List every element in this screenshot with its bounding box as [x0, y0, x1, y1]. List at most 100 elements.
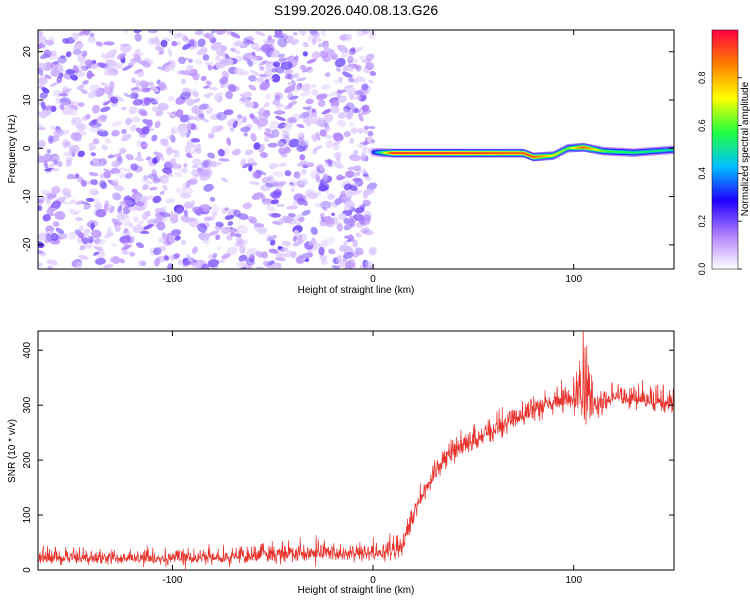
spectrogram-noise-blob — [219, 45, 227, 52]
spectrogram-noise-blob — [97, 249, 105, 259]
spectrogram-noise-blob — [354, 96, 363, 100]
spectrogram-noise-blob — [168, 210, 176, 218]
spectrogram-noise-blob — [265, 61, 274, 65]
spectrogram-noise-blob — [287, 212, 296, 218]
spectrogram-noise-blob — [51, 207, 57, 211]
spectrogram-noise-blob — [197, 169, 210, 177]
spectrogram-noise-blob — [315, 132, 321, 141]
spectrogram-noise-blob — [273, 34, 284, 39]
spectrogram-noise-blob — [342, 64, 349, 73]
spectrogram-noise-blob — [60, 55, 66, 59]
spectrogram-noise-blob — [153, 247, 162, 256]
snr-series-line — [38, 331, 674, 570]
spectrogram-noise-blob — [159, 190, 165, 195]
spectrogram-noise-blob — [78, 255, 89, 260]
spectrogram-noise-blob — [185, 179, 192, 188]
spectrogram-noise-blob — [47, 265, 53, 269]
spectrogram-noise-blob — [234, 49, 241, 55]
spectrogram-noise-blob — [342, 71, 353, 78]
spectrogram-noise-blob — [348, 63, 358, 69]
spectrogram-noise-blob — [209, 196, 216, 202]
spectrogram-noise-blob — [352, 251, 359, 258]
colorbar: 0.0 0.2 0.4 0.6 0.8 Normalized spectral ampl… — [697, 29, 750, 275]
spectrogram-noise-blob — [130, 124, 137, 132]
spectrogram-noise-blob — [103, 70, 115, 76]
spectrogram-noise-blob — [80, 88, 88, 95]
spectrogram-y-tick-label-1: 10 — [22, 94, 33, 106]
spectrogram-noise-blob — [355, 232, 362, 238]
spectrogram-noise-blob — [121, 217, 131, 226]
spectrogram-signal-layer — [371, 142, 674, 162]
spectrogram-noise-blob — [343, 217, 350, 225]
spectrogram-noise-blob — [91, 229, 102, 239]
spectrogram-noise-blob — [183, 163, 188, 168]
spectrogram-noise-blob — [171, 126, 182, 134]
spectrogram-noise-blob — [266, 234, 273, 242]
spectrogram-noise-blob — [122, 249, 128, 254]
spectrogram-noise-blob — [270, 264, 277, 269]
spectrogram-noise-blob — [337, 44, 349, 53]
spectrogram-noise-blob — [219, 58, 230, 65]
spectrogram-noise-blob — [202, 236, 211, 245]
spectrogram-noise-blob — [217, 148, 225, 157]
spectrogram-noise-blob — [328, 248, 336, 255]
spectrogram-noise-blob — [283, 134, 291, 143]
spectrogram-noise-blob — [41, 87, 50, 94]
spectrogram-noise-blob — [112, 62, 124, 69]
spectrogram-noise-blob — [136, 140, 142, 147]
spectrogram-noise-blob — [305, 118, 311, 127]
spectrogram-noise-blob — [160, 157, 165, 161]
spectrogram-noise-blob — [128, 106, 138, 115]
spectrogram-noise-blob — [274, 91, 284, 101]
spectrogram-noise-blob — [123, 206, 131, 215]
spectrogram-noise-blob — [219, 76, 229, 85]
spectrogram-noise-blob — [291, 182, 296, 187]
spectrogram-noise-blob — [321, 206, 328, 212]
spectrogram-noise-blob — [121, 134, 132, 142]
spectrogram-noise-blob — [246, 263, 253, 269]
spectrogram-noise-blob — [200, 75, 207, 82]
spectrogram-noise-blob — [94, 202, 103, 210]
spectrogram-noise-blob — [249, 113, 255, 120]
spectrogram-noise-blob — [119, 147, 127, 154]
spectrogram-noise-blob — [190, 88, 198, 97]
spectrogram-noise-blob — [240, 126, 251, 133]
spectrogram-noise-blob — [92, 138, 100, 145]
spectrogram-noise-blob — [255, 169, 267, 176]
spectrogram-noise-blob — [186, 140, 195, 149]
spectrogram-noise-blob — [322, 173, 329, 182]
spectrogram-noise-blob — [289, 81, 294, 87]
spectrogram-noise-blob — [44, 74, 52, 80]
spectrogram-x-axis-label: Height of straight line (km) — [298, 285, 415, 296]
spectrogram-noise-blob — [255, 30, 266, 37]
spectrogram-noise-blob — [264, 38, 275, 47]
spectrogram-noise-blob — [230, 47, 236, 53]
spectrogram-noise-blob — [344, 170, 355, 178]
spectrogram-noise-blob — [212, 252, 218, 259]
snr-y-tick-label-4: 400 — [22, 341, 33, 358]
spectrogram-noise-blob — [109, 205, 115, 214]
spectrogram-noise-blob — [121, 251, 129, 256]
spectrogram-noise-blob — [242, 91, 253, 98]
spectrogram-noise-blob — [188, 115, 196, 120]
spectrogram-noise-blob — [86, 73, 95, 78]
spectrogram-noise-blob — [194, 59, 203, 66]
spectrogram-noise-blob — [269, 120, 279, 129]
spectrogram-noise-blob — [79, 245, 86, 251]
spectrogram-noise-blob — [261, 194, 266, 202]
spectrogram-noise-blob — [248, 164, 253, 172]
spectrogram-noise-blob — [338, 76, 343, 82]
spectrogram-noise-blob — [88, 118, 99, 126]
spectrogram-noise-blob — [161, 167, 173, 174]
spectrogram-noise-blob — [92, 161, 103, 167]
spectrogram-noise-blob — [325, 93, 335, 98]
snr-y-tick-label-3: 300 — [22, 396, 33, 413]
spectrogram-noise-blob — [207, 259, 219, 268]
spectrogram-noise-blob — [226, 246, 238, 256]
spectrogram-noise-blob — [345, 190, 355, 198]
spectrogram-noise-blob — [337, 213, 347, 220]
spectrogram-noise-blob — [262, 39, 272, 45]
spectrogram-noise-blob — [94, 239, 106, 246]
snr-ticks: -100 0 100 0 100 200 300 400 — [22, 331, 674, 586]
